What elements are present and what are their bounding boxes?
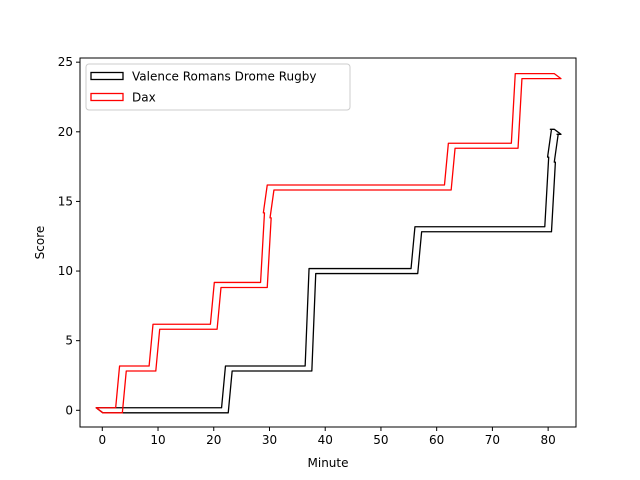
- x-tick-label: 80: [540, 433, 555, 447]
- y-tick-label: 5: [65, 334, 73, 348]
- x-axis: 0 10 20 30 40 50 60 70 80: [98, 427, 556, 447]
- x-tick-label: 70: [485, 433, 500, 447]
- series-line-0: [95, 128, 562, 414]
- x-tick-label: 50: [373, 433, 388, 447]
- legend-swatch: [90, 92, 124, 102]
- y-tick-label: 10: [58, 264, 73, 278]
- x-tick-label: 10: [150, 433, 165, 447]
- y-tick-label: 25: [58, 55, 73, 69]
- y-axis-label: Score: [33, 226, 47, 260]
- x-tick-label: 0: [98, 433, 106, 447]
- x-tick-label: 20: [206, 433, 221, 447]
- legend: Valence Romans Drome Rugby Dax: [85, 63, 351, 111]
- x-tick-label: 40: [318, 433, 333, 447]
- legend-swatch: [90, 71, 124, 81]
- y-tick-label: 20: [58, 125, 73, 139]
- series-layer: [95, 72, 562, 414]
- series-line-1: [95, 72, 562, 414]
- y-tick-label: 15: [58, 194, 73, 208]
- legend-label: Dax: [132, 91, 156, 105]
- y-axis: 0 5 10 15 20 25: [58, 55, 80, 417]
- x-tick-label: 30: [262, 433, 277, 447]
- legend-box: [85, 63, 351, 111]
- plot-frame: [79, 57, 577, 428]
- x-tick-label: 60: [429, 433, 444, 447]
- legend-label: Valence Romans Drome Rugby: [132, 70, 316, 84]
- x-axis-label: Minute: [308, 456, 349, 470]
- y-tick-label: 0: [65, 403, 73, 417]
